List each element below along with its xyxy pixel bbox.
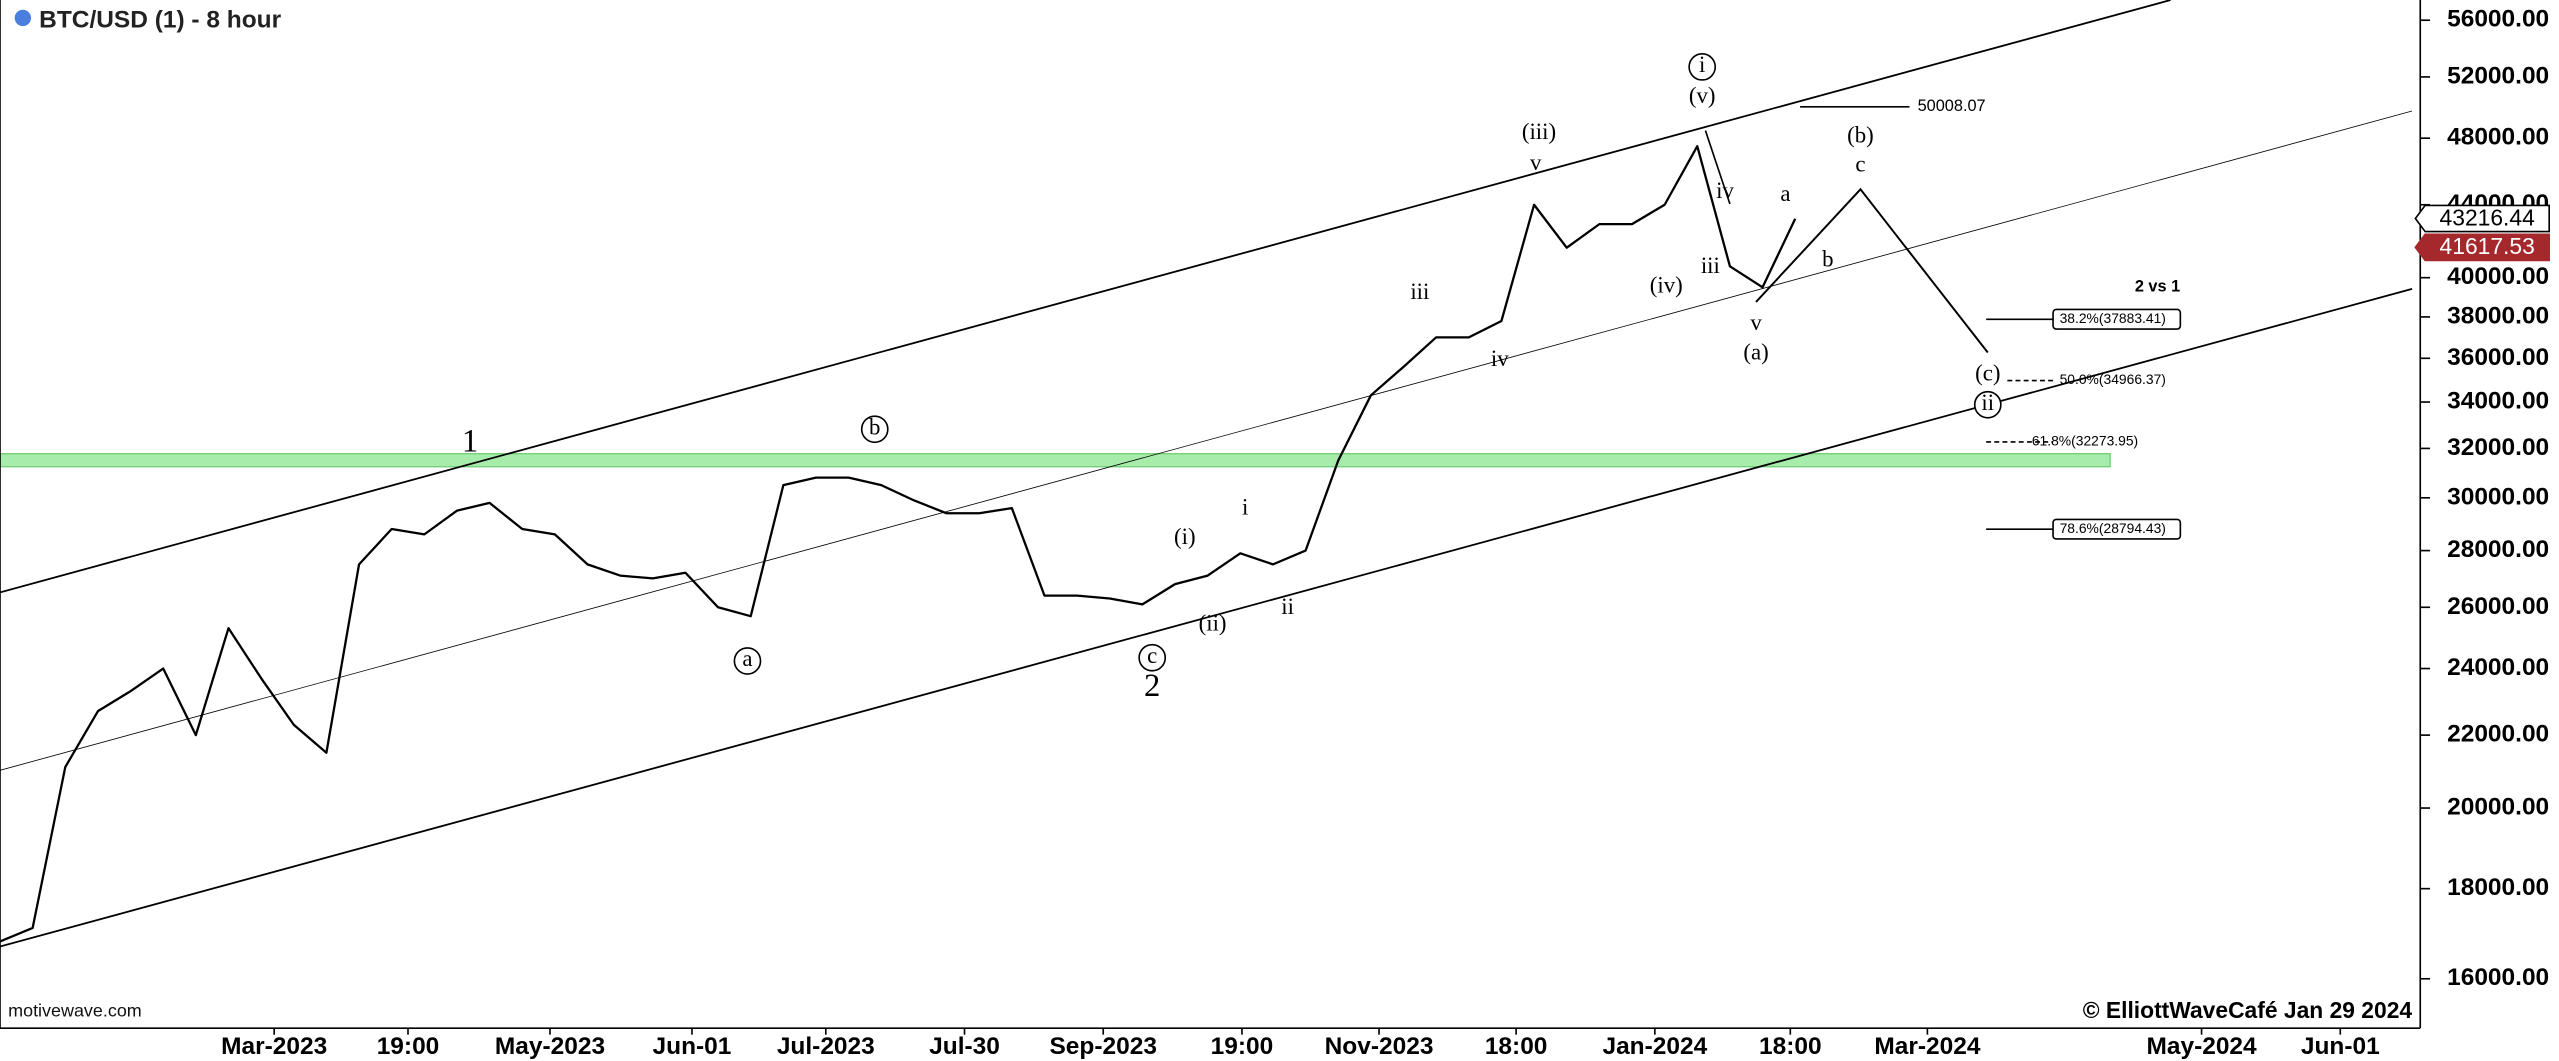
level-label: 50.0%(34966.37): [2060, 371, 2166, 387]
wave-label: (i): [1174, 524, 1196, 549]
y-tick-label: 30000.00: [2447, 483, 2549, 510]
wave-label: ii: [1281, 594, 1294, 619]
copyright: © ElliottWaveCafé Jan 29 2024: [2083, 997, 2413, 1023]
wave-label: iii: [1410, 279, 1429, 304]
wave-line: [1704, 130, 1731, 205]
y-tick-label: 26000.00: [2447, 593, 2549, 620]
wave-label: (c): [1975, 361, 2000, 386]
wave-label: (a): [1743, 339, 1768, 364]
chart-title: BTC/USD (1) - 8 hour: [39, 7, 281, 34]
wave-label: (v): [1689, 83, 1716, 108]
level-label: 38.2%(37883.41): [2060, 310, 2166, 326]
y-tick-label: 32000.00: [2447, 434, 2549, 461]
wave-label: i: [1699, 52, 1705, 77]
wave-label: b: [869, 414, 880, 439]
x-tick-label: Jul-30: [929, 1033, 1000, 1060]
x-tick-label: Jun-01: [653, 1033, 732, 1060]
y-tick-label: 38000.00: [2447, 302, 2549, 329]
wave-label: 2: [1144, 668, 1160, 704]
wave-circle: [733, 647, 762, 675]
y-tick-label: 28000.00: [2447, 536, 2549, 563]
y-tick-label: 34000.00: [2447, 387, 2549, 414]
price-tag-label: 41617.53: [2440, 233, 2535, 259]
wave-label: b: [1822, 246, 1833, 271]
y-tick-label: 24000.00: [2447, 654, 2549, 681]
wave-label: iv: [1491, 346, 1509, 371]
y-tick-label: 16000.00: [2447, 964, 2549, 991]
wave-label: v: [1750, 310, 1762, 335]
wave-label: (ii): [1199, 610, 1227, 635]
x-tick-label: Jun-01: [2301, 1033, 2380, 1060]
price-tag: [2414, 204, 2550, 233]
price-tag: [2414, 233, 2550, 262]
x-tick-label: Mar-2023: [221, 1033, 327, 1060]
level-label: 61.8%(32273.95): [2032, 433, 2138, 449]
x-tick-label: Jan-2024: [1602, 1033, 1707, 1060]
y-tick-label: 48000.00: [2447, 124, 2549, 151]
x-tick-label: Jul-2023: [777, 1033, 875, 1060]
x-tick-label: May-2023: [495, 1033, 605, 1060]
wave-label: (iv): [1650, 272, 1683, 297]
wave-label: ii: [1981, 390, 1994, 415]
wave-label: v: [1530, 150, 1542, 175]
x-tick-label: 19:00: [377, 1033, 440, 1060]
wave-label: c: [1855, 152, 1865, 177]
y-tick-label: 18000.00: [2447, 874, 2549, 901]
y-tick-label: 56000.00: [2447, 6, 2549, 33]
wave-label: 2 vs 1: [2135, 278, 2180, 296]
wave-circle: [860, 415, 889, 444]
resistance-zone: [0, 453, 2111, 468]
level-label: 78.6%(28794.43): [2060, 520, 2166, 536]
wave-label: a: [742, 646, 752, 671]
y-tick-label: 36000.00: [2447, 344, 2549, 371]
x-tick-label: May-2024: [2146, 1033, 2257, 1060]
level-box: [2052, 518, 2182, 540]
wave-circle: [1138, 643, 1167, 672]
x-tick-label: 18:00: [1759, 1033, 1822, 1060]
wave-circle: [1973, 390, 2002, 419]
y-tick-label: 52000.00: [2447, 62, 2549, 89]
channel-lower: [0, 287, 2413, 948]
x-tick-label: Mar-2024: [1874, 1033, 1980, 1060]
y-tick-label: 22000.00: [2447, 721, 2549, 748]
projection-path: [1755, 187, 1989, 354]
level-label: 50008.07: [1918, 97, 1986, 115]
wave-label: (b): [1847, 122, 1874, 147]
wave-label: iv: [1716, 178, 1734, 203]
wave-label: i: [1242, 494, 1248, 519]
wave-label: c: [1147, 643, 1157, 668]
source: motivewave.com: [8, 1001, 142, 1021]
price-tag-label: 43216.44: [2440, 204, 2536, 230]
x-tick-label: Sep-2023: [1049, 1033, 1156, 1060]
price-line: [0, 145, 1797, 943]
channel-upper: [0, 0, 2171, 594]
x-tick-label: 18:00: [1485, 1033, 1548, 1060]
y-tick-label: 40000.00: [2447, 263, 2549, 290]
level-box: [2052, 308, 2182, 330]
x-tick-label: Nov-2023: [1325, 1033, 1434, 1060]
y-tick-label: 20000.00: [2447, 794, 2549, 821]
wave-circle: [1688, 53, 1717, 81]
wave-label: a: [1780, 181, 1790, 206]
wave-label: (iii): [1522, 119, 1556, 144]
wave-label: iii: [1701, 253, 1720, 278]
wave-label: 1: [462, 423, 478, 459]
title-dot: [14, 9, 32, 27]
x-tick-label: 19:00: [1211, 1033, 1274, 1060]
channel-middle: [0, 110, 2413, 771]
